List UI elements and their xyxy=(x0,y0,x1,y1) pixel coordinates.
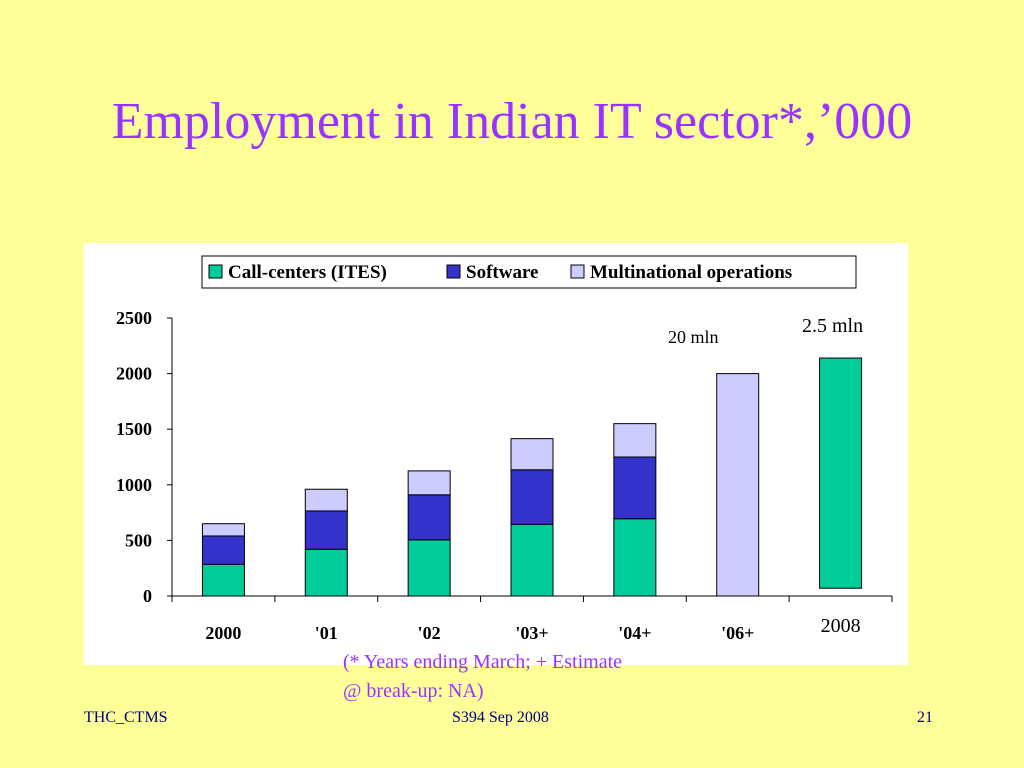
legend-swatch-multinational xyxy=(570,264,585,279)
x-tick-label: '06+ xyxy=(721,623,754,643)
annotation-2-5-mln: 2.5 mln xyxy=(802,315,863,337)
y-tick-label: 2000 xyxy=(116,364,152,384)
legend-label-software: Software xyxy=(466,262,538,283)
bar-multinational-2 xyxy=(407,470,451,496)
x-tick-label: 2000 xyxy=(205,623,241,643)
y-tick-label: 2500 xyxy=(116,308,152,328)
legend-swatch-call-centers xyxy=(208,264,223,279)
legend-label-call-centers: Call-centers (ITES) xyxy=(228,262,387,283)
bar-call-centers-1 xyxy=(304,548,348,597)
x-tick-label: '03+ xyxy=(515,623,548,643)
footnote-line-1: (* Years ending March; + Estimate xyxy=(343,651,623,673)
annotation-20-mln: 20 mln xyxy=(668,327,719,347)
y-tick-label: 500 xyxy=(125,530,152,550)
bar-software-4 xyxy=(613,456,657,520)
bar-software-2 xyxy=(407,494,451,541)
bar-multinational-3 xyxy=(510,438,554,471)
x-tick-label: '02 xyxy=(418,623,441,643)
legend-swatch-software xyxy=(446,264,461,279)
legend-box xyxy=(201,255,857,289)
footer-center: S394 Sep 2008 xyxy=(452,709,549,726)
bar-multinational-4 xyxy=(613,423,657,458)
x-tick-label: '04+ xyxy=(618,623,651,643)
bar-multinational-5 xyxy=(716,373,760,597)
bar-software-1 xyxy=(304,510,348,550)
plot-area: 0 500 1000 1500 2000 2500 2000 '01 '02 '03+ '04+ '0… xyxy=(116,308,893,643)
y-tick-label: 0 xyxy=(143,586,152,606)
legend: Call-centers (ITES) Software Multination… xyxy=(201,255,857,289)
bar-call-centers-4 xyxy=(613,518,657,597)
bar-software-0 xyxy=(201,535,245,565)
bar-software-3 xyxy=(510,469,554,525)
footer-page-number: 21 xyxy=(917,709,933,726)
y-tick-label: 1500 xyxy=(116,419,152,439)
bar-call-centers-6 xyxy=(819,357,863,589)
slide-title: Employment in Indian IT sector*,’000 xyxy=(111,93,913,150)
bar-call-centers-3 xyxy=(510,523,554,597)
y-tick-label: 1000 xyxy=(116,475,152,495)
footnote-line-2: @ break-up: NA) xyxy=(343,680,484,702)
x-tick-label: '01 xyxy=(315,623,338,643)
bar-multinational-1 xyxy=(304,488,348,512)
chart-panel: Call-centers (ITES) Software Multination… xyxy=(84,243,908,665)
x-tick-label: 2008 xyxy=(821,615,861,637)
bar-multinational-0 xyxy=(201,523,245,537)
footnote: (* Years ending March; + Estimate @ brea… xyxy=(343,648,622,706)
footer-left: THC_CTMS xyxy=(84,709,168,726)
bar-call-centers-2 xyxy=(407,539,451,597)
legend-label-multinational: Multinational operations xyxy=(590,262,792,283)
employment-bar-chart: Call-centers (ITES) Software Multination… xyxy=(116,255,893,643)
bar-call-centers-0 xyxy=(201,563,245,597)
